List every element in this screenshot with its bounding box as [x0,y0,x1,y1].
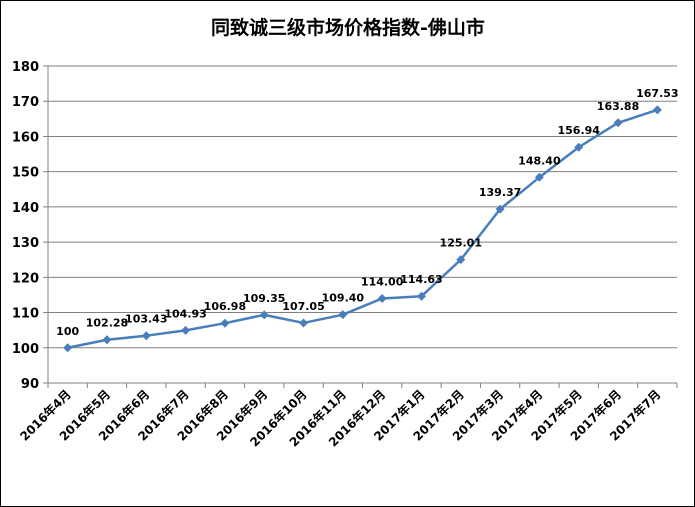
data-label: 109.35 [243,292,285,305]
data-label: 102.28 [86,317,128,330]
chart-title: 同致诚三级市场价格指数-佛山市 [211,16,485,39]
data-label: 109.40 [322,292,365,305]
data-point [220,318,230,328]
series-markers [63,105,662,353]
data-label: 104.93 [164,307,206,320]
data-label: 114.00 [361,275,404,288]
data-point [534,172,544,182]
data-label: 163.88 [597,100,639,113]
y-axis: 90 100 110 120 130 140 150 160 170 180 [12,60,49,392]
data-point [338,310,348,320]
gridlines [48,65,677,384]
x-axis: 2016年4月2016年5月2016年6月2016年7月2016年8月2016年… [17,382,678,450]
data-point [456,255,466,265]
data-point [613,118,623,128]
data-label: 106.98 [204,300,246,313]
data-point [299,318,309,328]
series-line [67,108,658,350]
y-tick-label: 100 [12,342,39,357]
data-label: 148.40 [518,154,561,167]
y-tick-label: 130 [12,236,39,251]
data-point [141,331,151,341]
y-tick-label: 170 [12,95,39,110]
y-tick-label: 120 [12,271,39,286]
y-tick-label: 150 [12,166,39,181]
data-point [259,310,269,320]
data-label: 100 [56,325,79,338]
data-label: 156.94 [557,124,600,137]
y-tick-label: 110 [12,307,39,322]
data-point [102,335,112,345]
data-labels: 100102.28103.43104.93106.98109.35107.051… [56,87,678,338]
series-path [67,108,658,350]
y-tick-label: 160 [12,130,39,145]
data-point [495,204,505,214]
y-tick-label: 90 [21,377,39,392]
data-point [574,142,584,152]
data-point [652,105,662,115]
data-label: 167.53 [636,87,678,100]
data-label: 139.37 [479,186,521,199]
data-label: 103.43 [125,313,167,326]
data-point [63,343,73,353]
data-point [416,291,426,301]
data-point [181,325,191,335]
y-tick-label: 180 [12,60,39,75]
data-label: 125.01 [440,237,482,250]
data-point [377,293,387,303]
data-label: 107.05 [282,300,324,313]
y-tick-label: 140 [12,201,39,216]
data-label: 114.63 [400,273,442,286]
